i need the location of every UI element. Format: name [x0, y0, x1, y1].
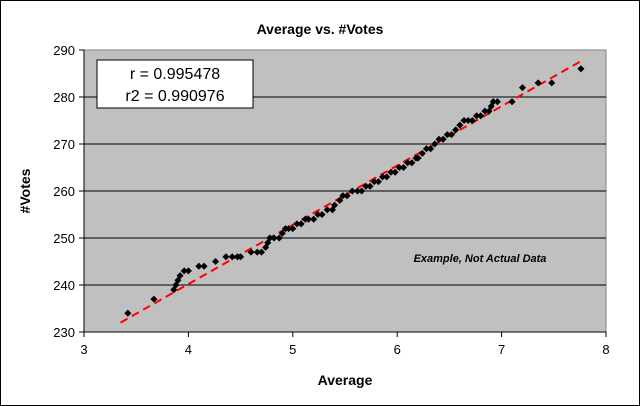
y-tick-label: 230 — [53, 325, 75, 340]
data-point — [408, 159, 416, 167]
data-point — [370, 178, 378, 186]
data-point — [343, 192, 351, 200]
data-point — [257, 248, 266, 256]
axis-ticks: 230 240 250 260 270 280 290 3 4 5 6 7 8 — [53, 43, 609, 357]
data-point — [447, 131, 456, 139]
data-point — [404, 159, 412, 167]
data-point — [270, 234, 278, 242]
data-point — [366, 182, 374, 190]
data-points — [124, 65, 585, 317]
data-point — [468, 116, 476, 125]
x-axis-label: Average — [318, 372, 373, 388]
data-point — [358, 187, 366, 195]
y-axis-label: #Votes — [17, 168, 33, 213]
data-point — [439, 135, 447, 143]
example-annotation: Example, Not Actual Data — [414, 253, 547, 265]
data-point — [180, 267, 188, 275]
data-point — [577, 65, 585, 73]
data-point — [435, 135, 443, 143]
data-point — [443, 131, 451, 139]
data-point — [200, 262, 208, 270]
data-point — [318, 210, 326, 219]
data-point — [508, 98, 516, 106]
x-tick-label: 5 — [289, 342, 296, 357]
data-point — [391, 168, 399, 176]
data-point — [310, 215, 318, 223]
data-point — [548, 79, 556, 87]
data-point — [414, 154, 422, 162]
data-point — [481, 107, 489, 115]
data-point — [362, 182, 370, 190]
data-point — [489, 98, 497, 106]
data-point — [297, 220, 305, 228]
y-tick-label: 270 — [53, 137, 75, 152]
data-point — [212, 257, 220, 266]
data-point — [247, 248, 255, 256]
data-point — [452, 126, 460, 134]
data-point — [124, 309, 132, 317]
data-point — [383, 173, 391, 181]
data-point — [464, 116, 472, 125]
data-point — [336, 196, 344, 204]
x-tick-label: 3 — [80, 342, 87, 357]
data-point — [493, 98, 501, 106]
data-point — [395, 163, 403, 172]
data-point — [323, 206, 331, 214]
y-tick-label: 260 — [53, 184, 75, 199]
data-point — [353, 187, 362, 195]
y-tick-label: 240 — [53, 278, 75, 293]
r-value-label: r = 0.995478 — [130, 66, 220, 83]
data-point — [304, 215, 312, 223]
y-tick-label: 280 — [53, 90, 75, 105]
data-point — [289, 225, 297, 233]
data-point — [275, 234, 283, 242]
data-point — [431, 140, 439, 148]
data-point — [534, 79, 542, 87]
x-tick-label: 6 — [394, 342, 401, 357]
y-tick-label: 250 — [53, 231, 75, 246]
data-point — [387, 168, 395, 176]
data-point — [456, 121, 464, 129]
data-point — [374, 178, 382, 186]
x-tick-label: 8 — [602, 342, 609, 357]
data-point — [195, 262, 203, 270]
data-point — [184, 267, 192, 275]
r2-value-label: r2 = 0.990976 — [125, 88, 224, 105]
data-point — [518, 84, 527, 92]
data-point — [285, 225, 293, 233]
data-point — [150, 295, 158, 303]
data-point — [278, 229, 286, 237]
stats-box — [96, 59, 254, 109]
y-tick-label: 290 — [53, 43, 75, 58]
data-point — [460, 116, 468, 125]
chart-title: Average vs. #Votes — [257, 21, 384, 37]
data-point — [418, 149, 426, 157]
x-tick-label: 7 — [498, 342, 505, 357]
data-point — [427, 145, 435, 153]
data-point — [473, 112, 481, 120]
data-point — [422, 145, 430, 153]
data-point — [339, 192, 347, 200]
data-point — [477, 112, 485, 120]
data-point — [399, 163, 407, 172]
data-point — [379, 173, 387, 181]
data-point — [348, 187, 356, 195]
data-point — [293, 220, 301, 228]
data-point — [266, 234, 274, 242]
data-point — [314, 210, 322, 219]
x-tick-label: 4 — [185, 342, 192, 357]
data-point — [176, 272, 184, 280]
data-point — [331, 201, 339, 209]
